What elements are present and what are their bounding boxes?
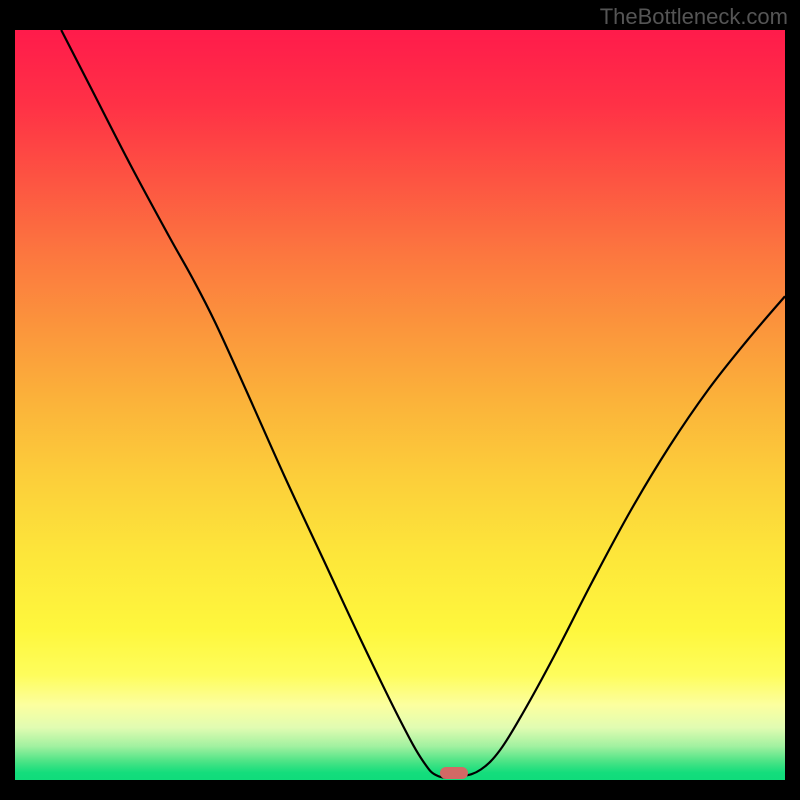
chart-plot-area	[15, 30, 785, 780]
bottleneck-curve-chart	[15, 30, 785, 780]
optimal-point-marker	[440, 767, 468, 779]
gradient-background	[15, 30, 785, 780]
watermark-text: TheBottleneck.com	[600, 4, 788, 30]
